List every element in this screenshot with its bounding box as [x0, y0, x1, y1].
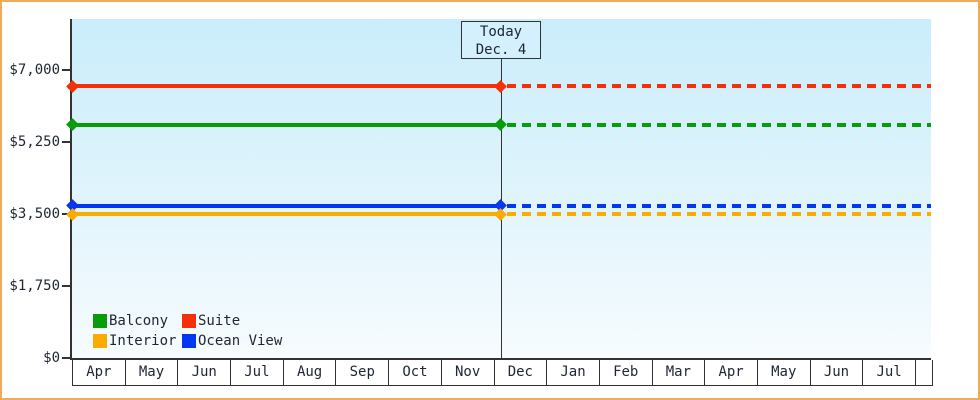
month-cell: Oct: [389, 360, 442, 385]
month-cell: Jun: [178, 360, 232, 385]
x-axis-line: [70, 358, 931, 360]
month-cell: Aug: [284, 360, 337, 385]
series-line-solid-suite: [72, 84, 502, 89]
month-cell: Dec: [495, 360, 548, 385]
y-tick-label: $3,500: [9, 206, 60, 222]
legend-entry: Ocean View: [182, 334, 282, 348]
y-tick-label: $5,250: [9, 134, 60, 150]
series-line-dashed-ocean-view: [507, 203, 931, 208]
legend-label: Ocean View: [198, 333, 283, 349]
month-cell: May: [126, 360, 179, 385]
month-cell: Mar: [653, 360, 706, 385]
series-line-dashed-balcony: [507, 122, 931, 127]
series-line-dashed-interior: [507, 212, 931, 216]
month-cell: Apr: [705, 360, 758, 385]
y-tick-mark: [62, 69, 70, 71]
month-cell: Feb: [600, 360, 653, 385]
today-annotation: Today Dec. 4: [461, 21, 541, 59]
legend-label: Interior: [109, 333, 177, 349]
y-tick-label: $0: [43, 350, 60, 366]
today-annotation-line2: Dec. 4: [475, 42, 527, 58]
legend-swatch-icon: [182, 334, 196, 348]
legend-label: Balcony: [109, 313, 169, 329]
legend-entry: Interior: [93, 334, 182, 348]
month-cell: Jul: [863, 360, 916, 385]
month-cell: Nov: [442, 360, 495, 385]
legend-entry: Suite: [182, 314, 282, 328]
y-tick-mark: [62, 141, 70, 143]
series-line-solid-balcony: [72, 122, 502, 127]
legend-label: Suite: [198, 313, 241, 329]
legend-swatch-icon: [93, 334, 107, 348]
series-line-solid-ocean-view: [72, 203, 502, 208]
x-axis-month-strip: Apr May Jun Jul Aug Sep Oct Nov Dec Jan Feb Mar Apr M…: [72, 360, 933, 386]
y-tick-label: $7,000: [9, 62, 60, 78]
series-line-dashed-suite: [507, 84, 931, 89]
y-axis-line: [70, 19, 72, 360]
y-tick-mark: [62, 357, 70, 359]
legend-swatch-icon: [93, 314, 107, 328]
month-cell: May: [758, 360, 811, 385]
month-cell: Jun: [811, 360, 864, 385]
series-line-solid-interior: [72, 212, 502, 216]
month-cell: Jan: [547, 360, 600, 385]
month-cell: Apr: [73, 360, 126, 385]
y-tick-mark: [62, 285, 70, 287]
month-cell: Jul: [231, 360, 284, 385]
legend-entry: Balcony: [93, 314, 182, 328]
month-cell: Sep: [336, 360, 390, 385]
y-tick-label: $1,750: [9, 278, 60, 294]
legend: Balcony Suite Interior Ocean View: [93, 314, 282, 348]
month-cell-empty: [916, 360, 933, 385]
y-tick-mark: [62, 213, 70, 215]
legend-swatch-icon: [182, 314, 196, 328]
today-annotation-line1: Today: [479, 24, 523, 40]
